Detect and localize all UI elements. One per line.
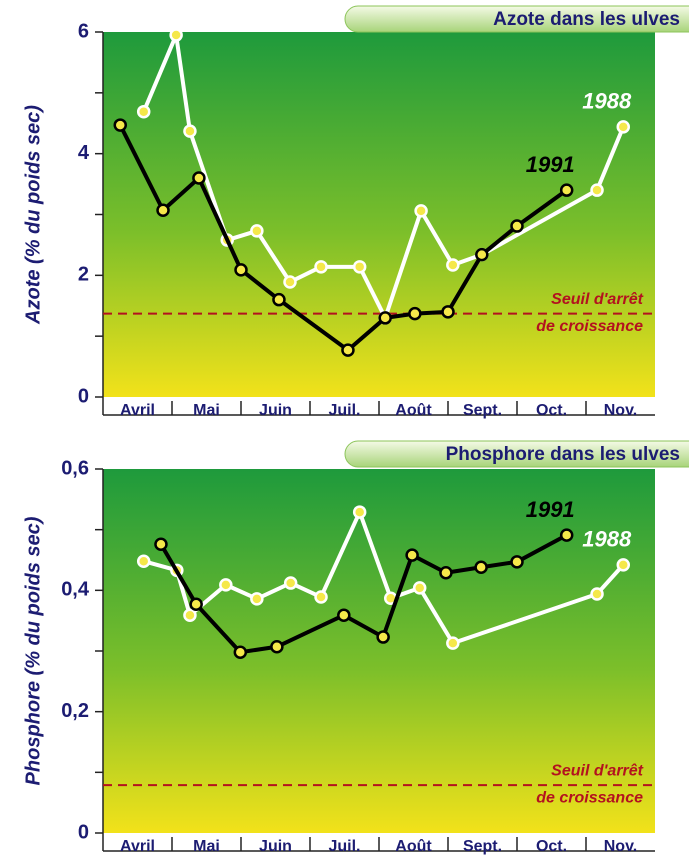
data-point xyxy=(283,576,298,590)
data-point xyxy=(412,581,427,595)
series-label: 1991 xyxy=(526,152,575,177)
data-point xyxy=(234,263,248,277)
y-tick-label: 0,6 xyxy=(61,457,89,479)
x-tick-label: Juil. xyxy=(328,838,360,855)
data-point xyxy=(183,124,197,138)
x-tick-label: Juin xyxy=(259,402,292,419)
data-point xyxy=(233,645,248,659)
series-label: 1988 xyxy=(582,527,632,552)
data-point xyxy=(189,597,203,612)
y-tick-label: 4 xyxy=(78,142,90,164)
data-point xyxy=(314,260,328,274)
threshold-label: de croissance xyxy=(536,789,643,806)
plot-area xyxy=(103,32,655,397)
data-point xyxy=(250,592,264,606)
threshold-label: Seuil d'arrêt xyxy=(551,762,644,779)
data-point xyxy=(270,640,284,654)
data-point xyxy=(113,118,127,132)
y-tick-label: 6 xyxy=(78,20,89,42)
data-point xyxy=(378,311,392,325)
x-tick-label: Oct. xyxy=(536,402,567,419)
chart-title: Azote dans les ulves xyxy=(493,9,680,30)
data-point xyxy=(183,608,197,622)
x-tick-label: Juil. xyxy=(328,402,360,419)
data-point xyxy=(510,555,524,569)
series-label: 1991 xyxy=(526,497,575,522)
data-point xyxy=(475,247,489,262)
data-point xyxy=(446,258,460,272)
threshold-label: de croissance xyxy=(536,318,643,335)
x-tick-label: Avril xyxy=(120,402,155,419)
data-point xyxy=(352,260,367,274)
x-tick-label: Nov. xyxy=(604,838,637,855)
data-point xyxy=(405,548,419,562)
data-point xyxy=(590,183,604,197)
x-tick-label: Juin xyxy=(259,838,292,855)
data-point xyxy=(559,183,574,197)
data-point xyxy=(169,28,183,42)
x-tick-label: Oct. xyxy=(536,838,567,855)
data-point xyxy=(376,630,390,644)
y-tick-label: 0 xyxy=(78,385,89,407)
data-point xyxy=(590,587,604,601)
series-line xyxy=(118,124,568,353)
data-point xyxy=(272,292,286,307)
y-tick-label: 0,2 xyxy=(61,700,89,722)
data-point xyxy=(616,558,631,572)
data-point xyxy=(441,305,455,319)
data-point xyxy=(156,203,170,217)
data-point xyxy=(341,343,355,357)
data-point xyxy=(559,528,574,542)
y-axis-label: Azote (% du poids sec) xyxy=(22,105,44,325)
data-point xyxy=(414,204,428,218)
x-tick-label: Avril xyxy=(120,838,155,855)
data-point xyxy=(446,636,460,650)
y-axis-label: Phosphore (% du poids sec) xyxy=(22,516,44,785)
data-point xyxy=(136,554,151,568)
x-tick-label: Août xyxy=(395,402,432,419)
x-tick-label: Août xyxy=(395,838,432,855)
data-point xyxy=(510,219,524,233)
x-tick-label: Mai xyxy=(193,838,220,855)
data-point xyxy=(474,560,488,575)
data-point xyxy=(408,306,422,321)
data-point xyxy=(337,608,351,622)
data-point xyxy=(439,565,453,580)
x-tick-label: Sept. xyxy=(463,838,502,855)
x-tick-label: Nov. xyxy=(604,402,637,419)
chart-title: Phosphore dans les ulves xyxy=(446,444,680,465)
data-point xyxy=(283,275,297,289)
title-pill xyxy=(344,440,689,468)
data-point xyxy=(192,171,206,185)
data-point xyxy=(154,537,168,551)
data-point xyxy=(616,120,631,134)
x-tick-label: Sept. xyxy=(463,402,502,419)
data-point xyxy=(219,578,233,592)
y-tick-label: 2 xyxy=(78,264,89,286)
x-tick-label: Mai xyxy=(193,402,220,419)
y-tick-label: 0,4 xyxy=(61,579,90,601)
data-point xyxy=(314,590,328,604)
data-point xyxy=(352,505,367,519)
y-tick-label: 0 xyxy=(78,821,89,843)
title-pill xyxy=(344,5,689,33)
data-point xyxy=(250,224,264,238)
data-point xyxy=(136,104,151,119)
series-label: 1988 xyxy=(582,89,632,114)
threshold-label: Seuil d'arrêt xyxy=(551,291,644,308)
